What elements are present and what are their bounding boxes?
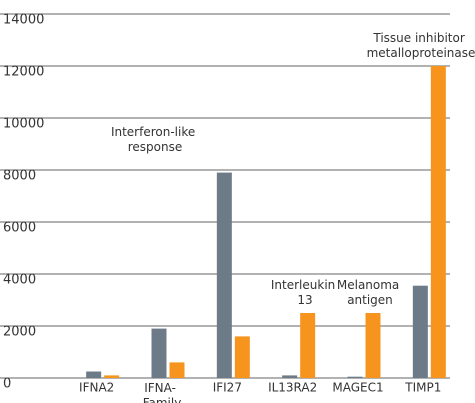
y-tick-label: 4000 <box>3 273 36 288</box>
x-tick-label: MAGEC1 <box>332 381 383 395</box>
bar <box>282 375 298 378</box>
y-tick-label: 14000 <box>3 13 44 28</box>
bar <box>300 313 316 378</box>
y-tick-label: 8000 <box>3 169 36 184</box>
annotation: Interleukin 13 <box>271 278 339 307</box>
y-tick-label: 2000 <box>3 325 36 340</box>
y-tick-label: 10000 <box>3 117 44 132</box>
y-tick-label: 12000 <box>3 65 44 80</box>
y-tick-label: 6000 <box>3 221 36 236</box>
bar <box>216 172 232 378</box>
x-tick-label: IFNA- Family <box>143 381 182 403</box>
bar <box>347 376 363 378</box>
x-tick-label: IL13RA2 <box>268 381 317 395</box>
x-tick-label: TIMP1 <box>404 381 441 395</box>
bar <box>412 285 428 378</box>
x-tick-label: IFI27 <box>213 381 242 395</box>
bar <box>430 66 446 378</box>
x-tick-label: IFNA2 <box>79 381 114 395</box>
bar <box>151 328 167 378</box>
annotation: Melanoma antigen <box>337 278 403 307</box>
bar <box>169 362 185 378</box>
bar <box>234 336 250 378</box>
bar <box>86 371 102 378</box>
bar <box>365 313 381 378</box>
annotation: Tissue inhibitor metalloproteinase <box>367 31 475 60</box>
annotation: Interferon-like response <box>111 125 199 154</box>
y-tick-label: 0 <box>3 377 11 392</box>
bar <box>104 375 120 378</box>
